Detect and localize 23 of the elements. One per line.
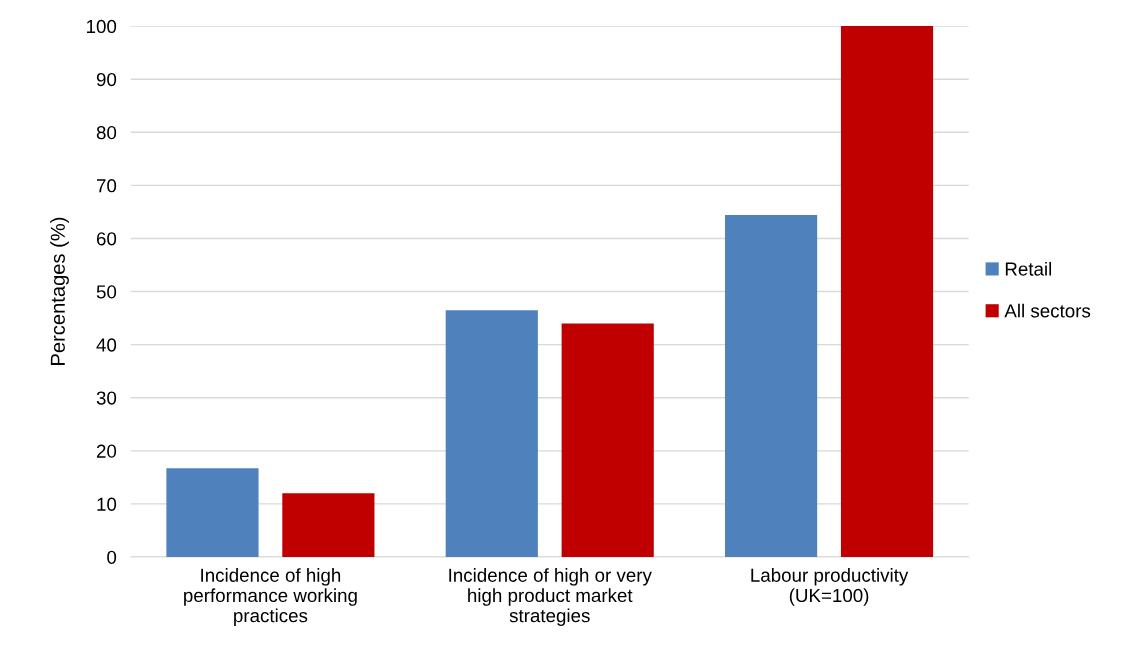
y-tick-label: 70 xyxy=(96,179,117,193)
y-tick-label: 40 xyxy=(96,338,117,352)
x-tick-label: Incidence of high or very high product market strategies xyxy=(449,568,652,626)
y-tick-label: 100 xyxy=(87,19,117,34)
legend-label: All sectors xyxy=(1004,303,1091,318)
y-tick-label: 20 xyxy=(96,444,117,458)
x-tick-label: Labour productivity (UK=100) xyxy=(751,568,909,606)
bar xyxy=(445,310,538,558)
bar xyxy=(282,493,375,558)
bar xyxy=(166,468,259,558)
legend-label: Retail xyxy=(1005,261,1052,276)
bar xyxy=(561,323,654,558)
y-tick-label: 80 xyxy=(96,126,117,140)
x-tick-label: Incidence of high performance working practices xyxy=(184,568,357,626)
y-tick-label: 50 xyxy=(96,285,117,299)
y-tick-label: 60 xyxy=(96,232,117,246)
y-axis-title: Percentages (%) xyxy=(50,217,69,365)
y-tick-label: 0 xyxy=(107,550,117,564)
y-tick-label: 90 xyxy=(96,72,117,87)
y-tick-label: 30 xyxy=(96,391,117,405)
bar xyxy=(840,26,934,558)
y-tick-label: 10 xyxy=(97,497,117,511)
bar xyxy=(725,215,818,558)
